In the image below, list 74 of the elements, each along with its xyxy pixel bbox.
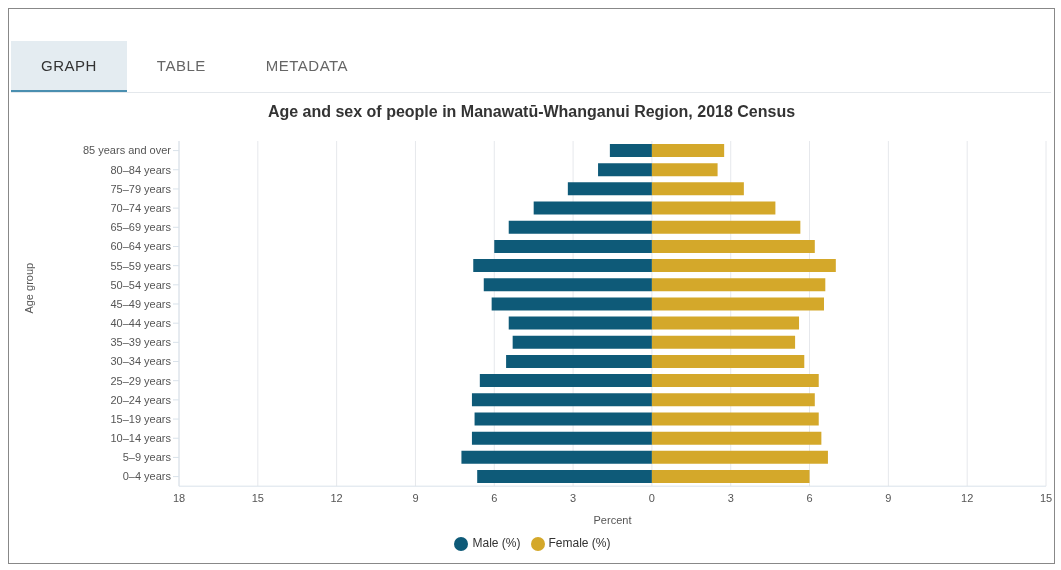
bar: [651, 259, 836, 273]
bar: [651, 412, 819, 426]
x-tick-label: 3: [727, 491, 734, 504]
y-tick-label: 15–19 years: [110, 412, 172, 425]
x-tick-label: 18: [172, 491, 186, 504]
bar: [651, 393, 815, 407]
bar: [471, 431, 652, 445]
chart-title: Age and sex of people in Manawatū-Whanganui Region, 2018 Census: [266, 103, 797, 121]
y-tick-label: 75–79 years: [110, 182, 172, 195]
y-tick-label: 30–34 years: [110, 355, 172, 368]
y-tick-label: 0–4 years: [122, 470, 172, 483]
x-tick-label: 6: [806, 491, 813, 504]
y-tick-label: 35–39 years: [110, 336, 172, 349]
bar: [508, 316, 652, 330]
bar: [651, 144, 725, 157]
x-tick-label: 12: [961, 491, 974, 504]
bar: [479, 374, 652, 388]
bar: [491, 297, 652, 311]
y-tick-label: 85 years and over: [82, 144, 172, 157]
y-axis-title: Age group: [22, 262, 35, 314]
bar: [651, 316, 800, 330]
bar: [512, 335, 652, 349]
x-tick-label: 6: [491, 491, 498, 504]
y-tick-label: 60–64 years: [110, 240, 172, 253]
y-tick-label: 25–29 years: [110, 374, 172, 387]
bar: [651, 431, 822, 445]
legend-label: Female (%): [548, 536, 611, 551]
y-tick-label: 20–24 years: [110, 393, 172, 406]
legend-label: Male (%): [472, 536, 521, 551]
y-tick-label: 70–74 years: [110, 202, 172, 215]
bar: [494, 239, 652, 253]
bar: [533, 201, 652, 215]
text: TABLE: [155, 56, 207, 76]
x-tick-label: 3: [570, 491, 577, 504]
y-tick-label: 10–14 years: [110, 432, 172, 445]
bar: [598, 163, 652, 177]
bar: [651, 201, 776, 215]
x-tick-label: 9: [412, 491, 419, 504]
bar: [651, 470, 810, 483]
x-axis-title: Percent: [593, 514, 632, 527]
y-tick-label: 50–54 years: [110, 278, 172, 291]
bar: [477, 470, 652, 483]
bar: [651, 450, 828, 464]
bar: [651, 297, 824, 311]
bar: [651, 182, 744, 196]
bar: [473, 259, 652, 273]
x-tick-label: 9: [885, 491, 892, 504]
bar: [651, 163, 718, 177]
y-tick-label: 5–9 years: [122, 451, 172, 464]
x-tick-label: 0: [648, 491, 655, 504]
bar: [651, 335, 796, 349]
bar: [651, 354, 805, 368]
bar: [609, 144, 652, 157]
x-tick-label: 15: [1039, 491, 1053, 504]
bar: [567, 182, 652, 196]
y-tick-label: 65–69 years: [110, 221, 172, 234]
bar: [651, 239, 815, 253]
y-tick-label: 45–49 years: [110, 297, 172, 310]
y-tick-label: 55–59 years: [110, 259, 172, 272]
y-tick-label: 40–44 years: [110, 317, 172, 330]
bar: [651, 220, 801, 234]
bar: [651, 374, 819, 388]
text: GRAPH: [11, 41, 127, 92]
text: METADATA: [264, 56, 350, 76]
bar: [461, 450, 652, 464]
x-tick-label: 12: [330, 491, 343, 504]
y-tick-label: 80–84 years: [110, 163, 172, 176]
bar: [506, 354, 652, 368]
bar: [508, 220, 652, 234]
x-tick-label: 15: [251, 491, 264, 504]
bar: [474, 412, 652, 426]
bar: [651, 278, 826, 292]
bar: [471, 393, 652, 407]
bar: [483, 278, 652, 292]
